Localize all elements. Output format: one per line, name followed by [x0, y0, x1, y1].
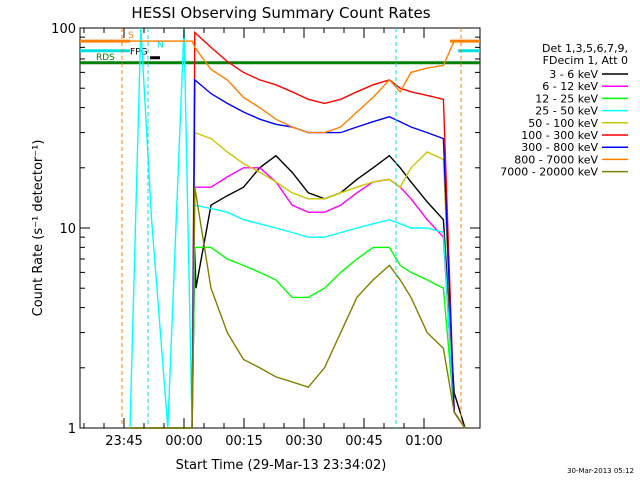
legend-header-line-1: Det 1,3,5,6,7,9, [542, 42, 628, 55]
legend-label-3: 25 - 50 keV [535, 105, 598, 118]
legend-label-1: 6 - 12 keV [542, 80, 598, 93]
legend-label-7: 800 - 7000 keV [514, 153, 598, 166]
chart-title: HESSI Observing Summary Count Rates [131, 4, 430, 22]
x-tick-label-5: 01:00 [405, 434, 442, 449]
legend-label-4: 50 - 100 keV [528, 117, 598, 130]
axis-ticks: 1 10 100 23:45 00:00 00:15 00:30 00:45 01:00 [51, 22, 480, 449]
legend-label-8: 7000 - 20000 keV [500, 166, 598, 179]
legend-header-line-2: FDecim 1, Att 0 [543, 54, 628, 67]
footer-timestamp: 30-Mar-2013 05:12 [567, 467, 634, 475]
y-tick-label-1: 10 [59, 222, 76, 237]
legend-label-0: 3 - 6 keV [549, 68, 598, 81]
series-line-7 [130, 40, 465, 134]
x-tick-label-4: 00:45 [345, 434, 382, 449]
x-tick-label-1: 00:00 [165, 434, 202, 449]
x-tick-label-2: 00:15 [225, 434, 262, 449]
flag-label-n: N [157, 41, 164, 51]
series-lines [121, 27, 466, 429]
series-line-6 [191, 78, 466, 429]
series-line-5 [191, 30, 466, 429]
x-tick-label-3: 00:30 [285, 434, 322, 449]
series-line-8 [130, 187, 466, 429]
series-line-4 [191, 131, 466, 429]
series-line-1 [191, 167, 466, 429]
legend-label-2: 12 - 25 keV [535, 92, 598, 105]
legend: Det 1,3,5,6,7,9, FDecim 1, Att 0 3 - 6 k… [500, 42, 628, 179]
legend-label-6: 300 - 800 keV [521, 141, 598, 154]
x-axis-label: Start Time (29-Mar-13 23:34:02) [176, 458, 387, 473]
flag-label-rds: RDS [96, 53, 115, 63]
y-tick-label-2: 100 [51, 22, 76, 37]
legend-label-5: 100 - 300 keV [521, 129, 598, 142]
y-tick-label-0: 1 [68, 422, 76, 437]
y-axis-label: Count Rate (s⁻¹ detector⁻¹) [31, 140, 46, 317]
flag-label-fpg: FPG [130, 48, 148, 58]
flag-label-s: S [128, 31, 134, 41]
series-line-2 [191, 246, 466, 429]
x-tick-label-0: 23:45 [105, 434, 142, 449]
